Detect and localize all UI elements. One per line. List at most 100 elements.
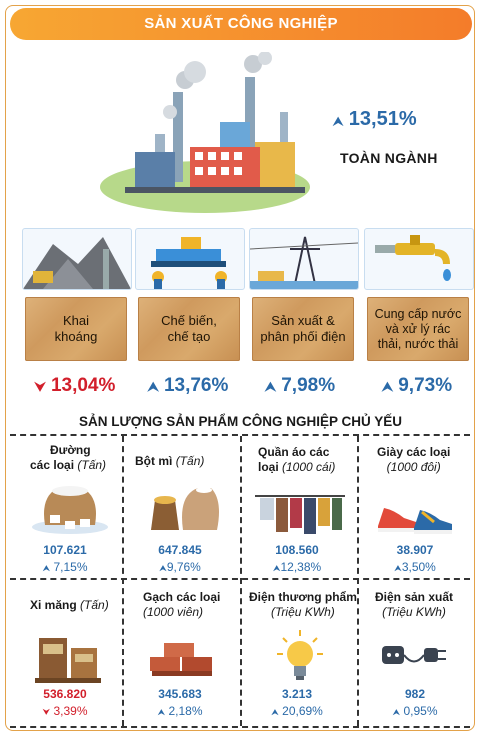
product-change-cement: ⮟ 3,39% [10,704,120,718]
sector-value-manufacturing: ⮝ 13,76% [133,375,243,397]
product-change-clothes: ⮝12,38% [242,560,352,574]
product-name-line: Điện sản xuất [375,590,454,604]
product-unit: (Triệu KWh) [271,605,335,619]
product-change-text: 7,15% [53,560,88,574]
product-value-cement: 536.820 [43,687,87,701]
product-name-cement: Xi măng (Tấn) [30,598,109,613]
product-change-text: 20,69% [282,704,323,718]
product-name-flour: Bột mì (Tấn) [135,454,204,469]
grid-line-top [10,434,470,436]
power-image [249,228,359,290]
product-name-line: Xi măng [30,598,77,612]
sector-label-power: Sản xuất & phân phối điện [252,297,354,361]
up-arrow-icon: ⮝ [159,563,167,573]
product-unit: (1000 đôi) [386,460,441,474]
sector-label-line: khoáng [54,329,98,344]
sector-label-line: Sản xuất & [271,313,335,328]
product-name-commercial-power: Điện thương phẩm (Triệu KWh) [249,590,357,620]
product-unit: (1000 viên) [143,605,204,619]
product-change-text: 9,76% [166,560,201,574]
product-value-sugar: 107.621 [43,543,87,557]
product-name-line: Gạch các loại [143,590,221,604]
sector-label-line: Cung cấp nước [374,306,462,321]
sector-label-line: Chế biến, [161,313,217,328]
down-arrow-icon: ⮟ [42,707,51,717]
power-plug-icon [380,638,450,673]
overall-growth-value: 13,51% [348,108,417,130]
product-value-commercial-power: 3.213 [281,687,313,701]
grid-line-vertical [357,436,359,726]
product-value-flour: 647.845 [158,543,202,557]
sector-label-line: thải, nước thải [377,336,459,351]
product-name-line: Giày các loại [377,445,451,459]
product-change-shoes: ⮝3,50% [360,560,470,574]
up-arrow-icon: ⮝ [42,563,51,573]
page-title: SẢN XUẤT CÔNG NGHIỆP [10,8,472,40]
down-arrow-icon: ⮟ [34,379,46,394]
factory-illustration [95,52,310,217]
product-change-commercial-power: ⮝ 20,69% [242,704,352,718]
sector-label-manufacturing: Chế biến, chế tạo [138,297,240,361]
product-name-sugar: Đường các loại (Tấn) [30,443,106,473]
up-arrow-icon: ⮝ [157,707,166,717]
sector-label-line: Khai [62,313,90,328]
product-name-line: loại [258,460,279,474]
product-value-bricks: 345.683 [158,687,202,701]
product-change-text: 3,39% [53,704,88,718]
product-name-bricks: Gạch các loại (1000 viên) [143,590,220,620]
overall-growth: ⮝ 13,51% [333,108,417,131]
sugar-sack-icon [30,475,110,535]
sector-label-mining: Khai khoáng [25,297,127,361]
sector-label-water: Cung cấp nước và xử lý rác thải, nước thải [367,297,469,361]
product-name-line: các loại [30,458,75,472]
product-value-shoes: 38.907 [396,543,434,557]
page-frame [5,5,475,731]
up-arrow-icon: ⮝ [333,114,344,128]
product-change-sugar: ⮝ 7,15% [10,560,120,574]
up-arrow-icon: ⮝ [271,707,279,717]
water-image [364,228,474,290]
up-arrow-icon: ⮝ [392,707,401,717]
product-name-clothes: Quần áo các loại (1000 cái) [258,445,335,475]
up-arrow-icon: ⮝ [147,379,159,394]
product-unit: (Tấn) [77,458,107,472]
product-value-generated-power: 982 [404,687,426,701]
grid-line-bottom [10,726,470,728]
up-arrow-icon: ⮝ [264,379,276,394]
sector-value-power: ⮝ 7,98% [245,375,355,397]
sector-value-text: 13,04% [50,375,116,396]
product-name-shoes: Giày các loại (1000 đôi) [377,445,450,475]
product-name-line: Điện thương phẩm [249,590,357,604]
product-name-line: Quần áo các [258,445,330,459]
overall-label: TOÀN NGÀNH [340,150,438,166]
up-arrow-icon: ⮝ [381,379,393,394]
product-name-generated-power: Điện sản xuất (Triệu KWh) [375,590,453,620]
product-change-text: 0,95% [403,704,438,718]
grid-line-vertical [240,436,242,726]
clothes-rack-icon [255,492,345,537]
product-change-generated-power: ⮝ 0,95% [360,704,470,718]
shoes-icon [376,498,456,538]
up-arrow-icon: ⮝ [272,563,281,573]
bricks-icon [148,635,218,680]
product-name-line: Đường [50,443,91,457]
product-change-text: 12,38% [280,560,322,574]
sector-value-text: 13,76% [163,375,229,396]
sector-label-line: và xử lý rác [385,321,451,336]
cement-bags-icon [35,630,105,685]
sector-value-water: ⮝ 9,73% [362,375,472,397]
sector-value-text: 9,73% [398,375,453,396]
product-unit: (Triệu KWh) [382,605,446,619]
sector-label-line: chế tạo [167,329,211,344]
product-change-text: 3,50% [401,560,436,574]
sector-value-text: 7,98% [281,375,336,396]
product-change-bricks: ⮝ 2,18% [125,704,235,718]
up-arrow-icon: ⮝ [394,563,402,573]
grid-line-vertical [122,436,124,726]
product-value-clothes: 108.560 [275,543,319,557]
product-change-text: 2,18% [168,704,203,718]
sector-label-line: phân phối điện [260,329,346,344]
product-change-flour: ⮝9,76% [125,560,235,574]
light-bulb-icon [275,628,325,683]
manufacturing-image [135,228,245,290]
